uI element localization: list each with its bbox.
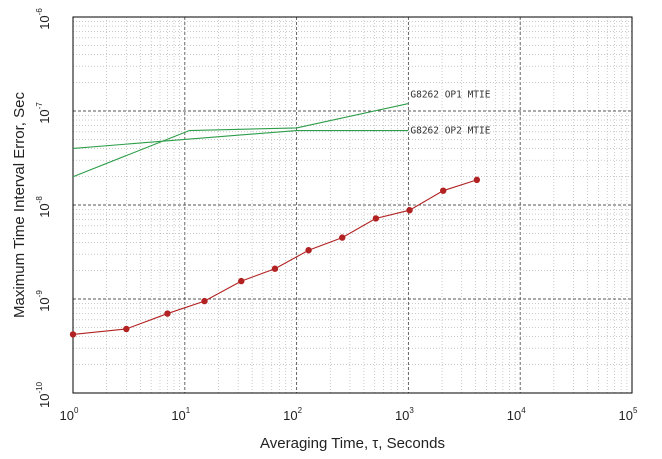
data-point [164, 310, 171, 317]
x-tick-label: 102 [283, 406, 302, 423]
data-point [201, 297, 208, 305]
y-tick-label: 10-10 [35, 381, 52, 408]
grid [73, 17, 632, 393]
y-tick-label: 10-8 [35, 196, 52, 218]
series-line-1 [72, 129, 409, 149]
x-axis-title: Averaging Time, τ, Seconds [260, 435, 445, 452]
x-tick-label: 104 [507, 406, 526, 423]
data-point [339, 234, 346, 241]
data-point [238, 277, 245, 285]
data-point [271, 265, 279, 272]
plot-frame [72, 16, 633, 394]
x-tick-label: 100 [60, 406, 79, 423]
x-tick-label: 103 [395, 406, 414, 423]
x-tick-label: 105 [619, 406, 638, 423]
data-point [372, 215, 380, 222]
x-tick-label: 101 [171, 406, 190, 423]
series-annotation: G8262 OP1 MTIE [410, 90, 490, 101]
y-tick-label: 10-7 [35, 102, 52, 124]
data-point [305, 247, 312, 254]
y-tick-label: 10-6 [35, 8, 52, 30]
y-axis-title: Maximum Time Interval Error, Sec [11, 92, 28, 318]
series-line-0 [72, 103, 409, 178]
annotation-layer: G8262 OP1 MTIE G8262 OP2 MTIE [410, 90, 490, 137]
y-tick-label: 10-9 [35, 290, 52, 312]
x-tick-labels: 100 101 102 103 104 105 [60, 406, 638, 423]
data-point [69, 331, 77, 338]
series-annotation: G8262 OP2 MTIE [410, 126, 490, 137]
data-point [440, 187, 447, 194]
y-tick-labels: 10-10 10-9 10-8 10-7 10-6 [35, 8, 52, 408]
series-line-2 [72, 179, 478, 335]
data-point [123, 325, 130, 333]
series-layer [69, 103, 481, 338]
data-point [473, 176, 481, 184]
data-point [406, 207, 413, 214]
